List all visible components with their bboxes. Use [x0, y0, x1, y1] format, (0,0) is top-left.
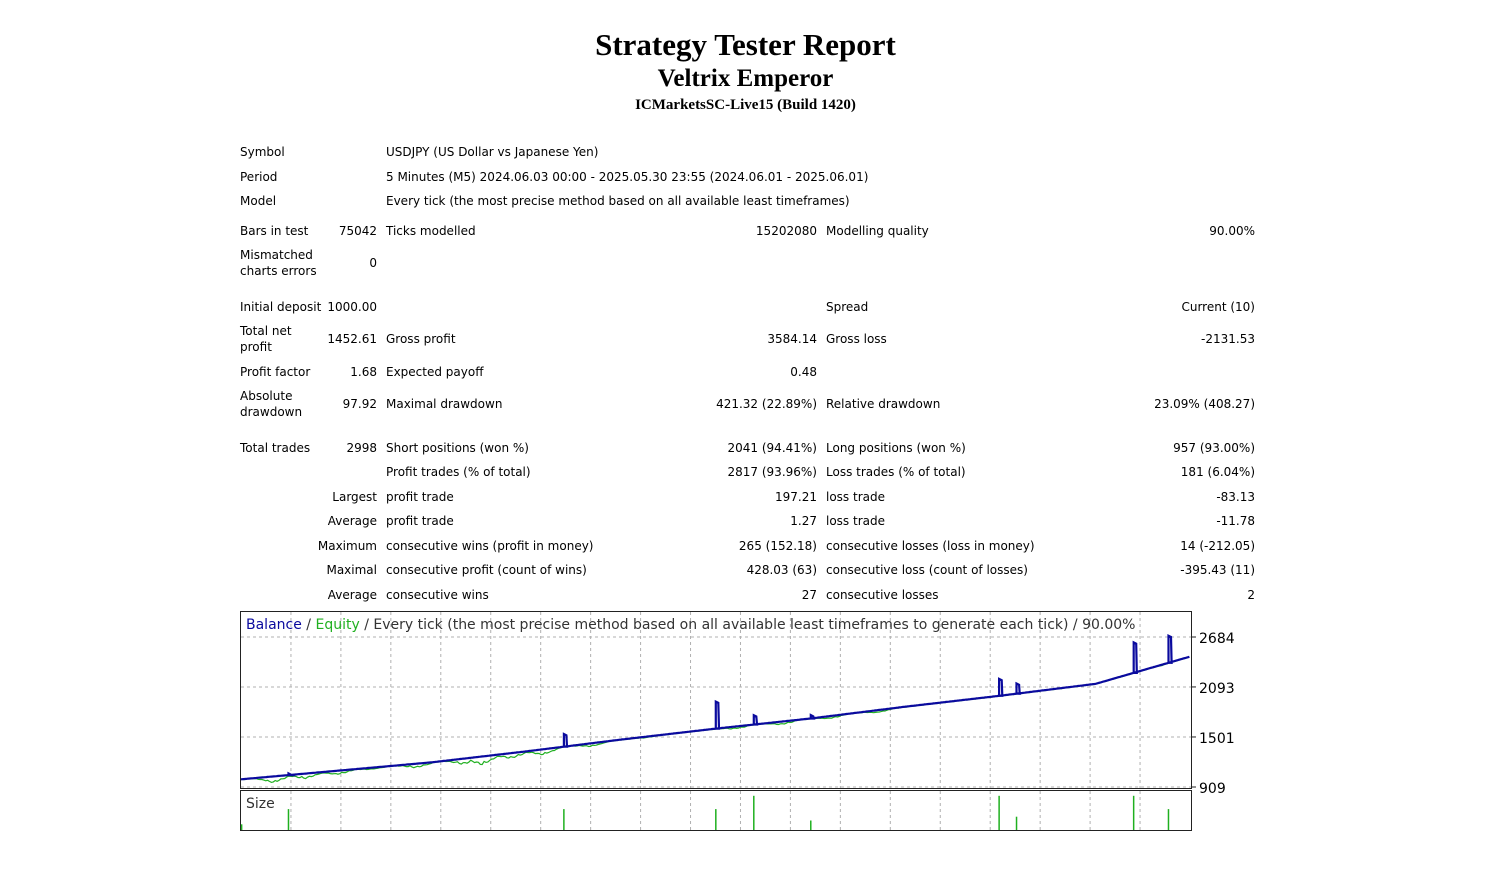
largest-profit-label: profit trade [386, 490, 454, 504]
net-profit-label-2: profit [240, 340, 272, 354]
average2-label: Average [327, 588, 377, 602]
y-tick-label: 1501 [1199, 731, 1235, 747]
period-label: Period [240, 170, 278, 184]
total-trades-value: 2998 [346, 441, 377, 455]
max-dd-label: Maximal drawdown [386, 397, 503, 411]
ticks-label: Ticks modelled [386, 224, 476, 238]
profit-factor-label: Profit factor [240, 365, 311, 379]
period-value: 5 Minutes (M5) 2024.06.03 00:00 - 2025.0… [386, 170, 869, 184]
average-loss-value: -11.78 [1216, 514, 1255, 528]
size-series [240, 795, 1170, 830]
short-label: Short positions (won %) [386, 441, 529, 455]
abs-dd-label-1: Absolute [240, 389, 293, 403]
max-cons-losses-value: 14 (-212.05) [1180, 539, 1255, 553]
mismatch-value: 0 [369, 256, 377, 270]
main-pane-frame [240, 611, 1192, 789]
expert-name: Veltrix Emperor [657, 65, 834, 92]
maximal-cons-profit-label: consecutive profit (count of wins) [386, 563, 587, 577]
balance-line [240, 634, 1190, 781]
server-build: ICMarketsSC-Live15 (Build 1420) [635, 97, 856, 113]
max-cons-losses-label: consecutive losses (loss in money) [826, 539, 1035, 553]
y-axis: 2684 2093 1501 909 [1191, 631, 1235, 797]
symbol-label: Symbol [240, 145, 285, 159]
average-profit-label: profit trade [386, 514, 454, 528]
avg-cons-wins-value: 27 [801, 588, 817, 602]
loss-trades-label: Loss trades (% of total) [826, 465, 966, 479]
initial-deposit-value: 1000.00 [327, 300, 377, 314]
gross-profit-label: Gross profit [386, 332, 456, 346]
legend-equity: Equity [315, 617, 359, 633]
quality-value: 90.00% [1209, 224, 1255, 238]
largest-profit-value: 197.21 [775, 490, 817, 504]
total-trades-label: Total trades [240, 441, 311, 455]
quality-label: Modelling quality [826, 224, 929, 238]
legend-sep: / [302, 617, 316, 633]
expected-payoff-value: 0.48 [790, 365, 817, 379]
mismatch-label-2: charts errors [240, 264, 317, 278]
average-label: Average [327, 514, 377, 528]
profit-trades-value: 2817 (93.96%) [727, 465, 817, 479]
largest-loss-label: loss trade [826, 490, 885, 504]
chart-legend: Balance / Equity / Every tick (the most … [246, 617, 1135, 633]
gross-profit-value: 3584.14 [767, 332, 817, 346]
report-title: Strategy Tester Report [595, 27, 896, 62]
maximal-cons-profit-value: 428.03 (63) [746, 563, 817, 577]
model-label: Model [240, 194, 277, 208]
avg-cons-wins-label: consecutive wins [386, 588, 489, 602]
abs-dd-value: 97.92 [342, 397, 377, 411]
largest-loss-value: -83.13 [1216, 490, 1255, 504]
legend-balance: Balance [246, 617, 302, 633]
loss-trades-value: 181 (6.04%) [1180, 465, 1255, 479]
expected-payoff-label: Expected payoff [386, 365, 484, 379]
model-value: Every tick (the most precise method base… [386, 194, 850, 208]
long-value: 957 (93.00%) [1173, 441, 1255, 455]
max-cons-wins-value: 265 (152.18) [738, 539, 817, 553]
initial-deposit-label: Initial deposit [240, 300, 322, 314]
y-tick-label: 909 [1199, 781, 1226, 797]
avg-cons-losses-value: 2 [1247, 588, 1255, 602]
short-value: 2041 (94.41%) [727, 441, 817, 455]
profit-trades-label: Profit trades (% of total) [386, 465, 531, 479]
avg-cons-losses-label: consecutive losses [826, 588, 939, 602]
gross-loss-value: -2131.53 [1201, 332, 1255, 346]
mismatch-label-1: Mismatched [240, 248, 313, 262]
maximal-cons-loss-label: consecutive loss (count of losses) [826, 563, 1028, 577]
spread-label: Spread [826, 300, 869, 314]
net-profit-value: 1452.61 [327, 332, 377, 346]
net-profit-label-1: Total net [240, 324, 292, 338]
balance-series [240, 634, 1190, 781]
spread-value: Current (10) [1181, 300, 1255, 314]
gross-loss-label: Gross loss [826, 332, 887, 346]
maximum-label: Maximum [317, 539, 377, 553]
long-label: Long positions (won %) [826, 441, 966, 455]
bars-value: 75042 [338, 224, 377, 238]
average-profit-value: 1.27 [790, 514, 817, 528]
profit-factor-value: 1.68 [350, 365, 377, 379]
chart-grid [241, 612, 1191, 830]
y-tick-label: 2684 [1199, 631, 1235, 647]
average-loss-label: loss trade [826, 514, 885, 528]
size-pane-frame [240, 790, 1192, 831]
rel-dd-value: 23.09% (408.27) [1154, 397, 1255, 411]
y-tick-label: 2093 [1199, 681, 1235, 697]
abs-dd-label-2: drawdown [240, 405, 303, 419]
max-cons-wins-label: consecutive wins (profit in money) [386, 539, 594, 553]
size-label: Size [246, 796, 275, 812]
symbol-value: USDJPY (US Dollar vs Japanese Yen) [386, 145, 599, 159]
rel-dd-label: Relative drawdown [826, 397, 941, 411]
ticks-value: 15202080 [755, 224, 817, 238]
legend-description: / Every tick (the most precise method ba… [360, 617, 1136, 633]
bars-label: Bars in test [240, 224, 309, 238]
maximal-cons-loss-value: -395.43 (11) [1180, 563, 1255, 577]
max-dd-value: 421.32 (22.89%) [716, 397, 817, 411]
maximal-label: Maximal [326, 563, 377, 577]
largest-label: Largest [332, 490, 377, 504]
